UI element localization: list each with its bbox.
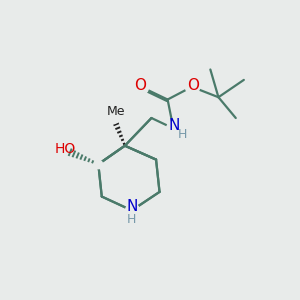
Text: N: N xyxy=(126,200,137,214)
Text: H: H xyxy=(178,128,187,141)
Text: N: N xyxy=(168,118,179,133)
Text: Me: Me xyxy=(106,105,125,118)
Text: H: H xyxy=(127,213,136,226)
Text: O: O xyxy=(134,78,146,93)
Text: O: O xyxy=(187,78,199,93)
Text: HO: HO xyxy=(55,142,76,156)
